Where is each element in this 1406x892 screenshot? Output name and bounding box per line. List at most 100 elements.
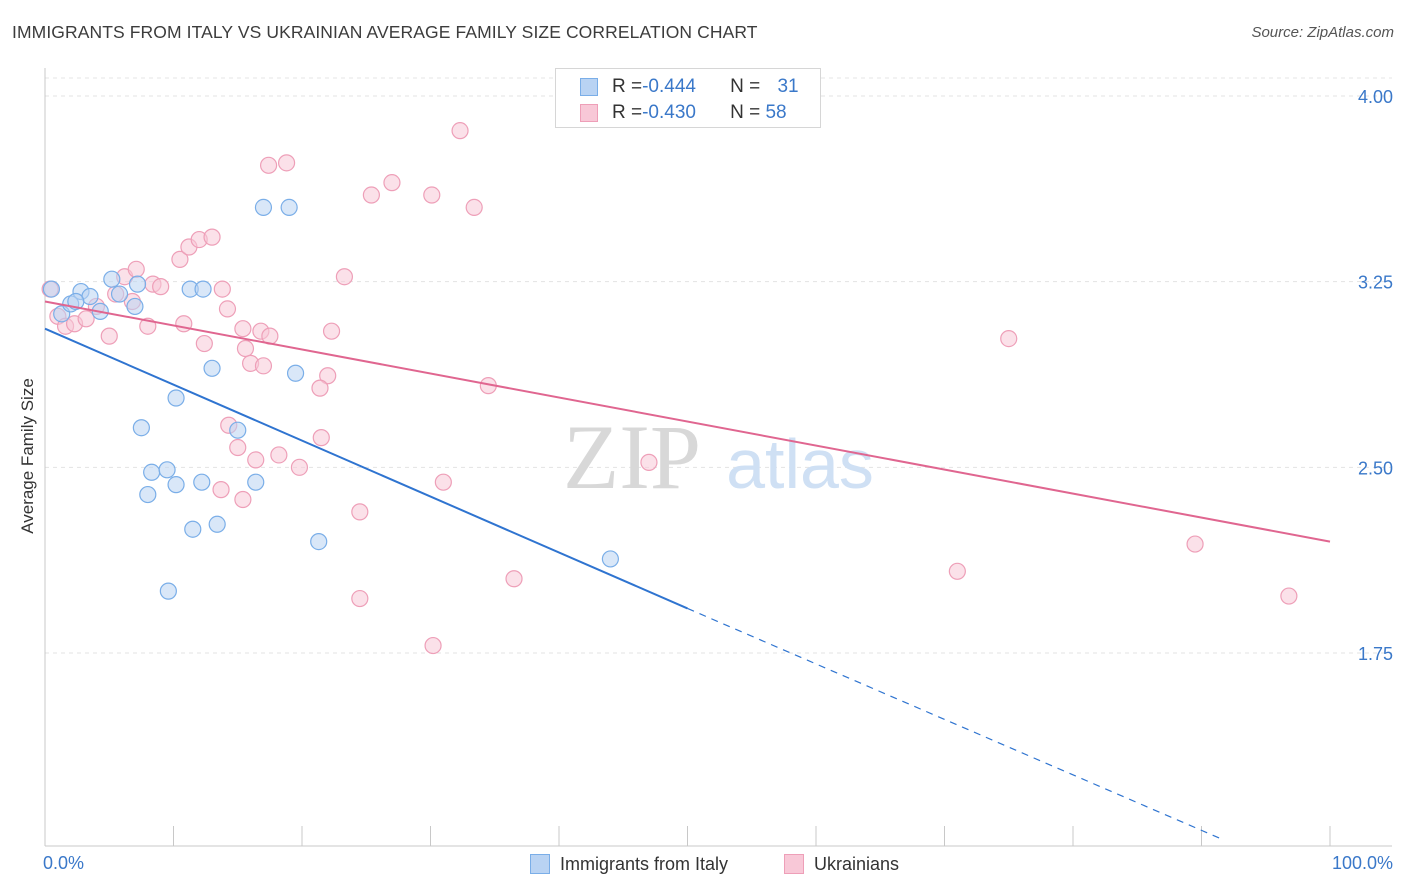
ukrainians-point: [319, 367, 337, 385]
ukrainians-point: [152, 278, 170, 296]
legend-r-value: -0.430: [642, 102, 696, 123]
data-points: [41, 122, 1298, 655]
ukrainians-point: [351, 503, 369, 521]
italy-swatch: [580, 78, 598, 96]
italy-point: [128, 275, 147, 293]
watermark-zip: ZIP: [563, 406, 701, 508]
trend-lines: [44, 300, 1331, 840]
italy-point: [167, 476, 185, 494]
ukrainians-point: [100, 327, 118, 345]
ukrainians-point: [434, 473, 452, 491]
tick-labels: 1.75 2.50 3.25 4.00 0.0% 100.0%: [43, 87, 1393, 873]
x-tick-label-min: 0.0%: [43, 853, 84, 873]
italy-point: [167, 389, 185, 407]
italy-legend-label: Immigrants from Italy: [560, 853, 729, 874]
legend-item-italy: Immigrants from Italy: [530, 851, 728, 877]
y-tick-label: 4.00: [1358, 87, 1393, 107]
ukrainians-point: [236, 339, 255, 358]
watermark: ZIP atlas: [563, 406, 874, 508]
stats-legend: R = -0.444 N = 31 R = -0.430 N = 58: [555, 68, 821, 128]
italy-point: [158, 461, 176, 479]
ukrainians-point: [234, 320, 252, 338]
legend-r-value: -0.444: [642, 76, 696, 97]
ukrainians-point: [203, 228, 221, 246]
ukrainians-point: [270, 446, 288, 464]
italy-point: [103, 270, 121, 288]
legend-n-value: 31: [777, 76, 799, 97]
ukrainians-legend-swatch: [784, 854, 804, 874]
ukrainians-legend-label: Ukrainians: [814, 853, 900, 874]
italy-legend-swatch: [530, 854, 550, 874]
italy-point: [280, 198, 298, 216]
y-tick-label: 3.25: [1358, 273, 1393, 293]
ukrainians-trend-line: [44, 300, 1331, 543]
ukrainians-point: [948, 562, 966, 580]
italy-point: [254, 198, 273, 216]
ukrainians-point: [322, 322, 341, 340]
legend-row-italy: R = -0.444 N = 31: [580, 76, 799, 98]
ukrainians-point: [465, 198, 483, 216]
ukrainians-point: [1000, 330, 1018, 348]
y-tick-label: 1.75: [1358, 644, 1393, 664]
ukrainians-point: [451, 122, 469, 140]
italy-point: [601, 550, 620, 568]
ukrainians-point: [229, 438, 247, 457]
legend-r-label: R =: [612, 76, 643, 97]
ukrainians-point: [127, 260, 145, 278]
italy-point: [132, 419, 150, 437]
italy-point: [194, 280, 212, 298]
italy-trend-line: [44, 327, 688, 610]
ukrainians-swatch: [580, 104, 598, 122]
chart-title: IMMIGRANTS FROM ITALY VS UKRAINIAN AVERA…: [12, 22, 758, 42]
legend-n-value: 58: [765, 102, 787, 123]
italy-point: [208, 515, 226, 533]
italy-point: [193, 473, 211, 491]
legend-r-label: R =: [612, 102, 643, 123]
italy-point: [310, 532, 328, 551]
ukrainians-point: [362, 186, 380, 204]
y-axis-label: Average Family Size: [18, 378, 37, 534]
axes: [44, 68, 1392, 847]
source-label: Source: ZipAtlas.com: [1251, 24, 1394, 41]
ukrainians-point: [277, 154, 296, 172]
ukrainians-point: [290, 458, 309, 476]
ukrainians-point: [195, 334, 213, 353]
ukrainians-point: [77, 310, 95, 328]
legend-n-label: N =: [730, 102, 766, 123]
legend-row-ukrainians: R = -0.430 N = 58: [580, 102, 787, 124]
x-tick-label-max: 100.0%: [1332, 853, 1393, 873]
ukrainians-point: [213, 280, 231, 298]
ukrainians-point: [383, 174, 401, 192]
ukrainians-point: [218, 300, 237, 318]
italy-point: [184, 520, 202, 538]
italy-point: [286, 364, 305, 382]
ukrainians-point: [424, 636, 442, 655]
italy-point: [159, 582, 177, 600]
watermark-atlas: atlas: [726, 425, 874, 503]
italy-point: [42, 280, 61, 298]
ukrainians-point: [312, 429, 330, 447]
legend-n-label: N =: [730, 76, 766, 97]
ukrainians-point: [234, 490, 252, 509]
ukrainians-point: [247, 451, 265, 469]
ukrainians-point: [259, 156, 278, 174]
ukrainians-point: [212, 481, 230, 499]
y-tick-label: 2.50: [1358, 458, 1393, 478]
italy-point: [126, 297, 144, 316]
italy-trend-extension: [687, 607, 1222, 840]
italy-point: [143, 463, 161, 481]
italy-point: [203, 359, 221, 377]
italy-point: [139, 485, 157, 504]
italy-point: [247, 473, 265, 491]
ukrainians-point: [505, 570, 523, 588]
ukrainians-point: [254, 357, 273, 375]
ukrainians-point: [335, 268, 354, 286]
ukrainians-point: [1280, 587, 1298, 605]
ukrainians-point: [171, 250, 189, 268]
legend-item-ukrainians: Ukrainians: [784, 851, 899, 877]
italy-point: [110, 285, 129, 303]
ukrainians-point: [351, 589, 369, 608]
italy-point: [229, 421, 247, 439]
ukrainians-point: [311, 379, 329, 397]
